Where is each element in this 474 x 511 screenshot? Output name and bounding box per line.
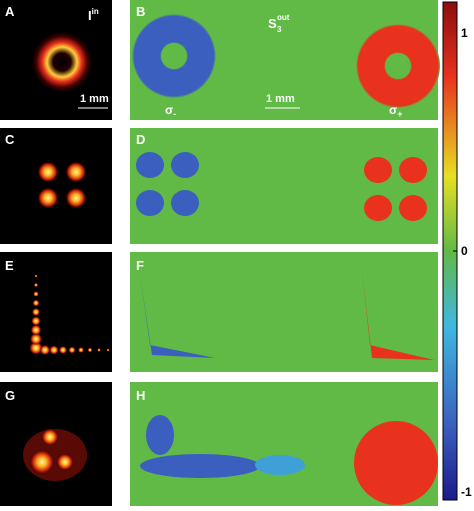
scale-label: 1 mm	[266, 93, 295, 105]
lattice-spot	[39, 344, 51, 356]
spot	[171, 190, 199, 216]
spot	[136, 152, 164, 178]
intensity-panels	[0, 0, 112, 506]
sigma-minus: σ-	[165, 103, 176, 119]
spot	[136, 190, 164, 216]
panel-label: F	[136, 258, 144, 273]
colorbar-ticks: 1 0 -1	[453, 1, 472, 501]
lattice-spot	[49, 345, 59, 355]
spot	[364, 195, 392, 221]
colorbar-tick-label: 0	[461, 244, 468, 258]
lattice-spot	[31, 316, 41, 326]
panel-label: E	[5, 258, 14, 273]
label-sup: out	[277, 13, 290, 22]
panel-label: H	[136, 388, 145, 403]
lattice-spot	[33, 291, 39, 297]
spot	[171, 152, 199, 178]
lattice-spot	[68, 346, 76, 354]
spot-patterns	[136, 152, 427, 221]
lattice-beam	[29, 274, 110, 356]
colorbar-tick-label: -1	[461, 485, 472, 499]
lattice-spot	[87, 347, 93, 353]
lattice-spot	[97, 348, 101, 352]
lattice-spot	[29, 332, 43, 346]
panel-c	[0, 128, 112, 244]
lattice-spot	[58, 345, 68, 355]
lattice-spot	[32, 299, 40, 307]
panel-label: B	[136, 4, 145, 19]
spot	[364, 157, 392, 183]
lattice-spot	[33, 282, 39, 288]
panel-label: G	[5, 388, 15, 403]
lattice-spot	[34, 274, 38, 278]
scale-label: 1 mm	[80, 93, 109, 105]
panel-d	[130, 128, 438, 244]
lattice-spot	[106, 348, 110, 352]
label-sub: -	[173, 109, 176, 119]
sigma-plus: σ+	[389, 103, 402, 119]
stokes-panels	[130, 0, 440, 506]
ring-beam	[32, 32, 92, 92]
lattice-spot	[78, 347, 84, 353]
panel-label: D	[136, 132, 145, 147]
label-sub: 3	[277, 25, 282, 34]
label-sup: in	[92, 7, 99, 16]
label-base: σ	[165, 103, 173, 117]
lattice-spot	[29, 341, 43, 355]
spot	[399, 195, 427, 221]
colorbar-tick-label: 1	[461, 26, 468, 40]
intensity-label: Iin	[88, 7, 99, 23]
panel-label: C	[5, 132, 15, 147]
stokes-label: S3 out	[268, 13, 290, 34]
lattice-spot	[30, 324, 42, 336]
lattice-spot	[31, 307, 41, 317]
label-base: I	[88, 8, 92, 23]
label-base: S	[268, 16, 277, 31]
label-sub: +	[397, 109, 402, 119]
label-base: σ	[389, 103, 397, 117]
spot	[399, 157, 427, 183]
panel-label: A	[5, 4, 15, 19]
